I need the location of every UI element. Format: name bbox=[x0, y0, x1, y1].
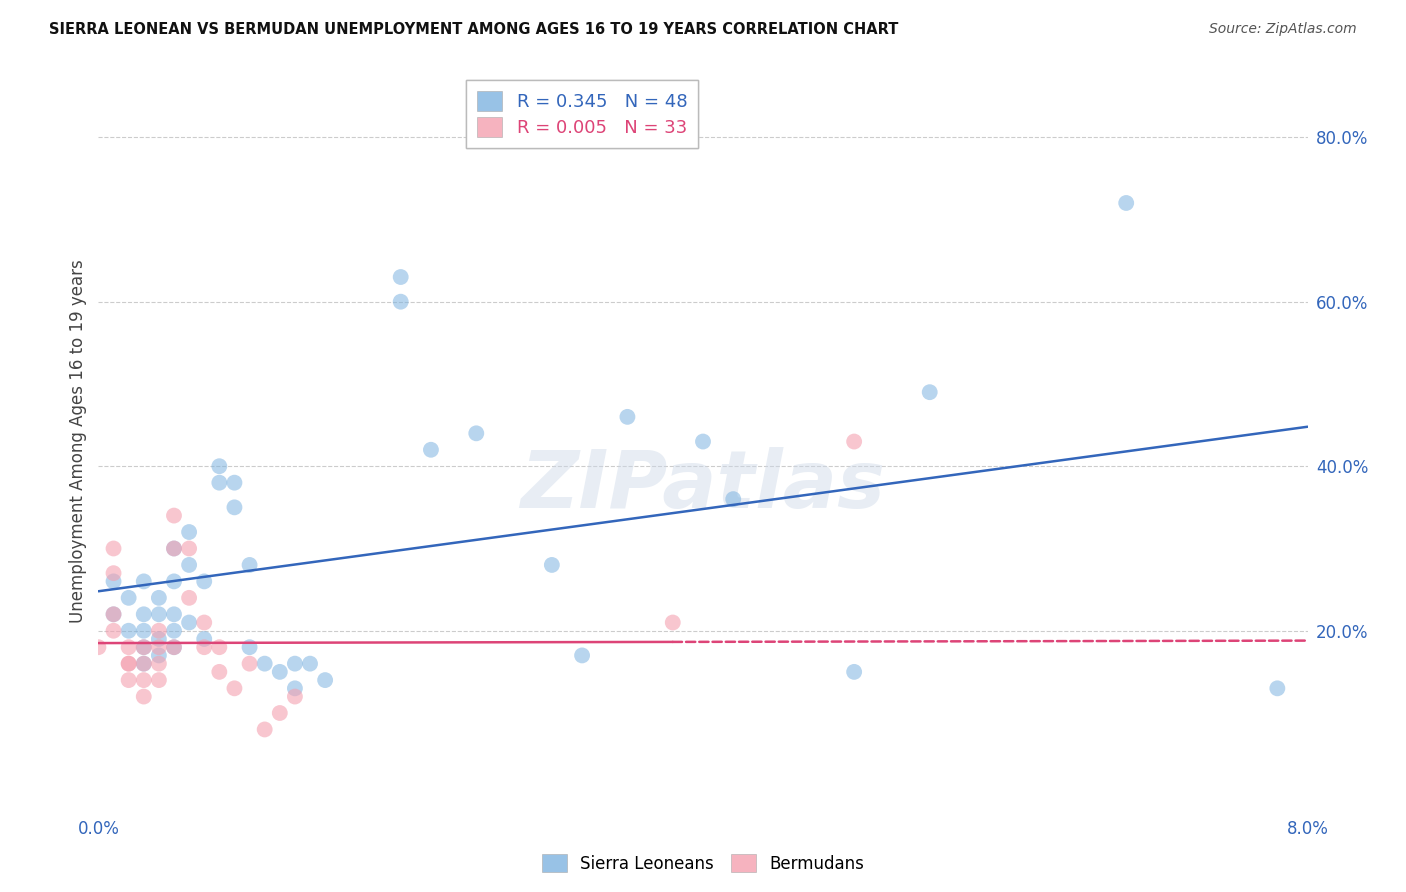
Point bbox=[118, 673, 141, 687]
Point bbox=[269, 665, 291, 679]
Point bbox=[118, 657, 141, 671]
Point bbox=[118, 624, 141, 638]
Point bbox=[465, 426, 488, 441]
Point bbox=[103, 574, 125, 589]
Point bbox=[103, 607, 125, 622]
Point bbox=[148, 591, 170, 605]
Text: ZIPatlas: ZIPatlas bbox=[520, 447, 886, 525]
Point bbox=[389, 294, 412, 309]
Point bbox=[163, 574, 186, 589]
Point bbox=[132, 574, 155, 589]
Point bbox=[179, 558, 201, 572]
Point bbox=[163, 624, 186, 638]
Point bbox=[224, 500, 246, 515]
Point bbox=[224, 475, 246, 490]
Point bbox=[163, 508, 186, 523]
Point bbox=[118, 640, 141, 655]
Point bbox=[571, 648, 593, 663]
Point bbox=[844, 665, 866, 679]
Point bbox=[918, 385, 941, 400]
Point bbox=[193, 615, 215, 630]
Point bbox=[844, 434, 866, 449]
Point bbox=[179, 524, 201, 539]
Point bbox=[132, 640, 155, 655]
Point bbox=[269, 706, 291, 720]
Point bbox=[193, 574, 215, 589]
Point bbox=[239, 657, 262, 671]
Point bbox=[616, 409, 638, 424]
Legend: R = 0.345   N = 48, R = 0.005   N = 33: R = 0.345 N = 48, R = 0.005 N = 33 bbox=[465, 80, 699, 148]
Point bbox=[389, 270, 412, 285]
Point bbox=[239, 640, 262, 655]
Point bbox=[179, 615, 201, 630]
Point bbox=[208, 665, 231, 679]
Point bbox=[103, 607, 125, 622]
Point bbox=[163, 607, 186, 622]
Point bbox=[148, 648, 170, 663]
Point bbox=[132, 690, 155, 704]
Point bbox=[163, 640, 186, 655]
Point bbox=[103, 541, 125, 556]
Point bbox=[208, 475, 231, 490]
Point bbox=[103, 624, 125, 638]
Point bbox=[193, 640, 215, 655]
Text: SIERRA LEONEAN VS BERMUDAN UNEMPLOYMENT AMONG AGES 16 TO 19 YEARS CORRELATION CH: SIERRA LEONEAN VS BERMUDAN UNEMPLOYMENT … bbox=[49, 22, 898, 37]
Point bbox=[118, 591, 141, 605]
Point bbox=[179, 541, 201, 556]
Point bbox=[103, 566, 125, 581]
Point bbox=[132, 607, 155, 622]
Point bbox=[284, 681, 307, 696]
Point bbox=[132, 624, 155, 638]
Point bbox=[540, 558, 562, 572]
Point bbox=[284, 690, 307, 704]
Point bbox=[163, 541, 186, 556]
Point bbox=[661, 615, 683, 630]
Point bbox=[224, 681, 246, 696]
Point bbox=[239, 558, 262, 572]
Point bbox=[284, 657, 307, 671]
Point bbox=[132, 673, 155, 687]
Point bbox=[148, 640, 170, 655]
Point bbox=[132, 657, 155, 671]
Point bbox=[692, 434, 714, 449]
Point bbox=[148, 673, 170, 687]
Point bbox=[148, 607, 170, 622]
Point bbox=[163, 541, 186, 556]
Point bbox=[132, 640, 155, 655]
Point bbox=[253, 723, 276, 737]
Point bbox=[314, 673, 336, 687]
Point bbox=[148, 632, 170, 646]
Y-axis label: Unemployment Among Ages 16 to 19 years: Unemployment Among Ages 16 to 19 years bbox=[69, 260, 87, 624]
Point bbox=[148, 657, 170, 671]
Legend: Sierra Leoneans, Bermudans: Sierra Leoneans, Bermudans bbox=[536, 847, 870, 880]
Point bbox=[1115, 196, 1137, 211]
Text: Source: ZipAtlas.com: Source: ZipAtlas.com bbox=[1209, 22, 1357, 37]
Point bbox=[148, 624, 170, 638]
Point bbox=[1267, 681, 1289, 696]
Point bbox=[420, 442, 443, 457]
Point bbox=[132, 657, 155, 671]
Point bbox=[299, 657, 322, 671]
Point bbox=[723, 492, 745, 507]
Point bbox=[118, 657, 141, 671]
Point bbox=[208, 640, 231, 655]
Point bbox=[163, 640, 186, 655]
Point bbox=[193, 632, 215, 646]
Point bbox=[179, 591, 201, 605]
Point bbox=[208, 459, 231, 474]
Point bbox=[253, 657, 276, 671]
Point bbox=[87, 640, 110, 655]
